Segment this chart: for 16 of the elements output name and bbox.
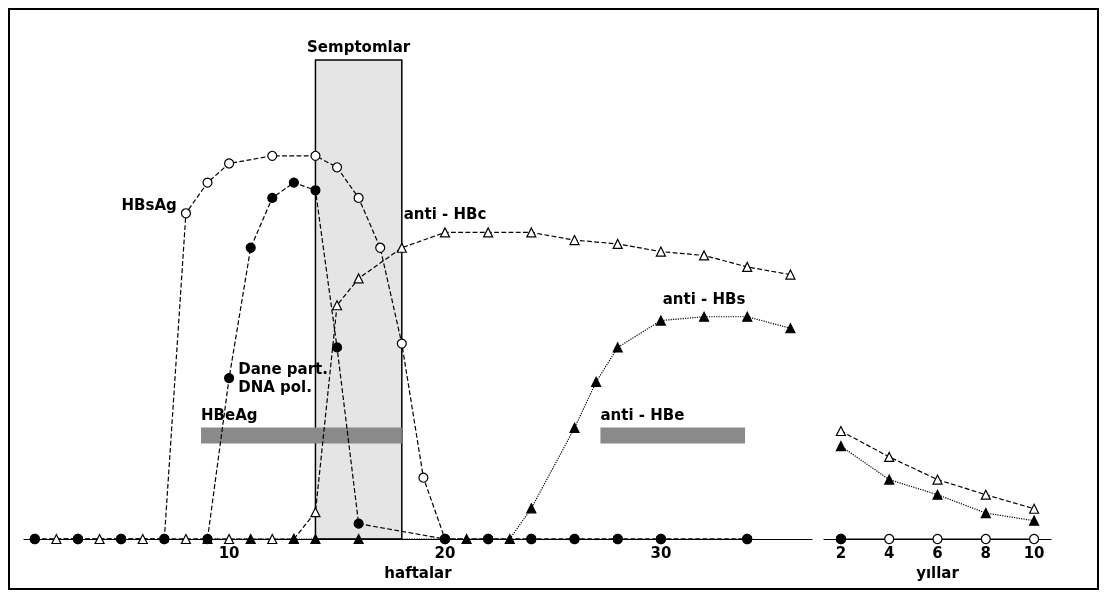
band-label: Semptomlar xyxy=(307,37,411,56)
series-label: anti - HBe xyxy=(600,405,685,424)
x-axis-title: yıllar xyxy=(916,563,960,582)
x-tick-label: 4 xyxy=(883,543,895,562)
series-label: anti - HBc xyxy=(403,205,487,224)
series-label: HBsAg xyxy=(121,196,177,215)
x-tick-label: 10 xyxy=(218,543,240,562)
x-tick-label: 30 xyxy=(650,543,672,562)
x-tick-label: 2 xyxy=(835,543,847,562)
series-label: anti - HBs xyxy=(662,289,746,308)
x-axis-title: haftalar xyxy=(384,563,453,582)
x-tick-label: 6 xyxy=(932,543,943,562)
x-tick-label: 10 xyxy=(1023,543,1045,562)
x-tick-label: 20 xyxy=(434,543,456,562)
x-tick-label: 8 xyxy=(980,543,992,562)
series-label: HBeAg xyxy=(201,405,258,424)
